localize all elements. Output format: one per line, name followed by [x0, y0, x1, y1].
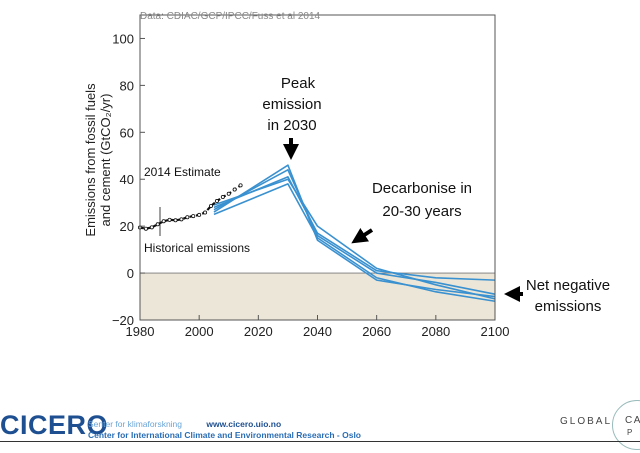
historical-point [232, 187, 237, 192]
y-tick-label: 0 [127, 266, 134, 281]
historical-point [149, 225, 154, 230]
historical-point [203, 210, 208, 215]
historical-point [208, 203, 213, 208]
historical-point [226, 191, 231, 196]
historical-point [155, 222, 160, 227]
scenario-line [213, 178, 496, 300]
x-tick-label: 2060 [362, 324, 391, 339]
y-axis-label-line1: Emissions from fossil fuels [83, 83, 98, 237]
footer-bar: CICERO Senter for klimaforskning www.cic… [0, 400, 640, 453]
historical-emissions-line [139, 184, 242, 230]
decarbonise-arrow [351, 227, 374, 244]
y-tick-label: 40 [120, 172, 134, 187]
historical-point [167, 217, 172, 222]
x-tick-label: 2100 [481, 324, 510, 339]
scenario-line [213, 169, 496, 295]
negative-emissions-region [140, 273, 495, 320]
emissions-chart: 1980 2000 2020 2040 2060 2080 2100−20020406080… [83, 11, 610, 339]
historical-point [191, 214, 196, 219]
x-tick-label: 2040 [303, 324, 332, 339]
historical-point [238, 183, 243, 188]
data-source-note: Data: CDIAC/GCP/IPCC/Fuss et al 2014 [140, 11, 321, 22]
historical-point [197, 212, 202, 217]
historical-point [143, 226, 148, 231]
y-tick-label: −20 [112, 313, 134, 328]
decarbonise-label-line1: Decarbonise in [372, 180, 472, 197]
net-negative-label-line1: Net negative [526, 277, 610, 294]
historical-point [173, 218, 178, 223]
norwegian-name: Senter for klimaforskning [88, 419, 183, 429]
website-link[interactable]: www.cicero.uio.no [206, 419, 282, 429]
y-tick-label: 100 [112, 31, 134, 46]
scenario-line [213, 164, 496, 298]
scenario-line [213, 183, 496, 303]
peak-label-line3: in 2030 [267, 117, 316, 134]
footer-divider [0, 441, 640, 442]
estimate-label: 2014 Estimate [144, 165, 221, 179]
historical-label: Historical emissions [144, 241, 250, 255]
partner-badge-bottom: P [627, 428, 633, 437]
english-name: Center for International Climate and Env… [88, 430, 362, 440]
y-axis-label-line2: and cement (GtCO₂/yr) [98, 94, 113, 227]
historical-point [179, 217, 184, 222]
historical-point [220, 195, 225, 200]
peak-label-line2: emission [262, 96, 321, 113]
y-tick-label: 20 [120, 219, 134, 234]
peak-label-line1: Peak [281, 75, 316, 92]
x-tick-label: 2020 [244, 324, 273, 339]
x-tick-label: 2080 [421, 324, 450, 339]
historical-point [161, 219, 166, 224]
historical-point [185, 215, 190, 220]
partner-logo-badge: CA P [612, 400, 640, 450]
partner-badge-top: CA [625, 415, 640, 426]
x-tick-label: 1980 [126, 324, 155, 339]
partner-logo-text: GLOBAL [560, 416, 613, 427]
historical-point [214, 199, 219, 204]
net-negative-label-line2: emissions [535, 298, 602, 315]
decarbonise-label-line2: 20-30 years [382, 203, 461, 220]
cicero-logo: CICERO [0, 410, 109, 440]
scenario-line [213, 176, 496, 281]
y-tick-label: 80 [120, 78, 134, 93]
footer-line-1: Senter for klimaforskning www.cicero.uio… [88, 419, 281, 429]
x-tick-label: 2000 [185, 324, 214, 339]
y-tick-label: 60 [120, 125, 134, 140]
